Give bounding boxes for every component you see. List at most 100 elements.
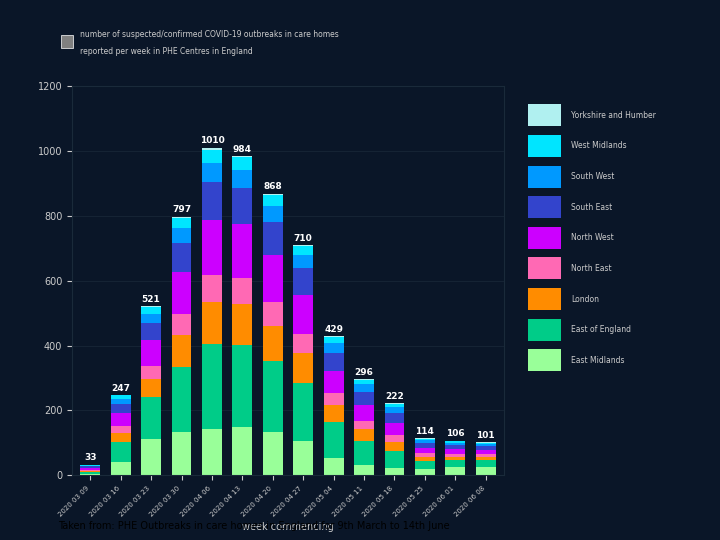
- Bar: [415, 448, 435, 454]
- Bar: [293, 353, 313, 382]
- Bar: [528, 227, 562, 249]
- Bar: [293, 255, 313, 268]
- Text: 33: 33: [84, 453, 96, 462]
- Bar: [324, 370, 343, 393]
- Bar: [354, 392, 374, 404]
- Bar: [293, 334, 313, 353]
- Text: Yorkshire and Humber: Yorkshire and Humber: [571, 111, 656, 120]
- Bar: [476, 467, 495, 475]
- Bar: [415, 438, 435, 440]
- Bar: [81, 468, 100, 470]
- Bar: [233, 170, 252, 188]
- Bar: [141, 439, 161, 475]
- Bar: [384, 450, 405, 468]
- Bar: [415, 454, 435, 457]
- Bar: [384, 435, 405, 442]
- Bar: [111, 403, 130, 413]
- Bar: [233, 188, 252, 224]
- Text: Taken from: PHE Outbreaks in care homes in England for 9th March to 14th June: Taken from: PHE Outbreaks in care homes …: [58, 521, 449, 531]
- Text: London: London: [571, 294, 599, 303]
- Bar: [476, 444, 495, 446]
- Text: 106: 106: [446, 429, 464, 438]
- Bar: [384, 442, 405, 450]
- Text: East Midlands: East Midlands: [571, 356, 624, 365]
- Bar: [415, 469, 435, 475]
- Bar: [202, 150, 222, 163]
- Bar: [354, 384, 374, 391]
- Text: West Midlands: West Midlands: [571, 141, 626, 151]
- Bar: [141, 366, 161, 379]
- Bar: [476, 450, 495, 455]
- Bar: [233, 427, 252, 475]
- Bar: [354, 421, 374, 429]
- Bar: [111, 462, 130, 475]
- Bar: [354, 465, 374, 475]
- Bar: [476, 455, 495, 457]
- Bar: [384, 403, 405, 408]
- Bar: [171, 314, 192, 335]
- Bar: [171, 432, 192, 475]
- Bar: [324, 422, 343, 458]
- Bar: [81, 470, 100, 471]
- Bar: [446, 443, 465, 445]
- Bar: [233, 224, 252, 278]
- Bar: [263, 222, 283, 255]
- Bar: [202, 183, 222, 220]
- Bar: [111, 442, 130, 462]
- Bar: [446, 457, 465, 460]
- Bar: [293, 246, 313, 255]
- Bar: [324, 343, 343, 353]
- Bar: [111, 395, 130, 399]
- Bar: [111, 426, 130, 433]
- Bar: [81, 464, 100, 465]
- Bar: [171, 217, 192, 218]
- Text: number of suspected/confirmed COVID-19 outbreaks in care homes: number of suspected/confirmed COVID-19 o…: [80, 30, 338, 39]
- Bar: [293, 382, 313, 441]
- Bar: [141, 340, 161, 366]
- Bar: [233, 305, 252, 345]
- Bar: [354, 429, 374, 441]
- Text: OUTBREAKS BY PHE CENTRE: OUTBREAKS BY PHE CENTRE: [448, 37, 647, 50]
- Bar: [528, 258, 562, 279]
- Bar: [446, 445, 465, 449]
- Bar: [528, 349, 562, 371]
- Bar: [171, 272, 192, 314]
- Bar: [171, 228, 192, 242]
- Text: 1010: 1010: [199, 137, 225, 145]
- Text: South East: South East: [571, 202, 612, 212]
- Bar: [415, 457, 435, 461]
- Bar: [81, 465, 100, 466]
- Bar: [111, 399, 130, 403]
- Bar: [111, 433, 130, 442]
- Bar: [324, 393, 343, 404]
- Bar: [293, 441, 313, 475]
- Bar: [81, 474, 100, 475]
- Bar: [202, 429, 222, 475]
- Bar: [324, 404, 343, 422]
- Bar: [415, 461, 435, 469]
- Bar: [81, 471, 100, 472]
- Text: 296: 296: [355, 368, 374, 377]
- Bar: [446, 441, 465, 443]
- Bar: [263, 194, 283, 195]
- Text: 797: 797: [172, 205, 191, 214]
- Text: reported per week in PHE Centres in England: reported per week in PHE Centres in Engl…: [80, 48, 253, 56]
- Bar: [60, 35, 73, 48]
- Text: North East: North East: [571, 264, 611, 273]
- Text: 868: 868: [264, 183, 282, 191]
- Bar: [81, 466, 100, 467]
- Bar: [263, 433, 283, 475]
- Text: 429: 429: [324, 325, 343, 334]
- Bar: [141, 322, 161, 340]
- Bar: [171, 242, 192, 272]
- Bar: [293, 245, 313, 246]
- X-axis label: week commencing: week commencing: [242, 522, 334, 532]
- Bar: [384, 408, 405, 413]
- Bar: [141, 397, 161, 439]
- Bar: [233, 345, 252, 427]
- Bar: [446, 460, 465, 468]
- Bar: [141, 306, 161, 307]
- Text: 247: 247: [111, 383, 130, 393]
- Bar: [81, 472, 100, 474]
- Bar: [384, 468, 405, 475]
